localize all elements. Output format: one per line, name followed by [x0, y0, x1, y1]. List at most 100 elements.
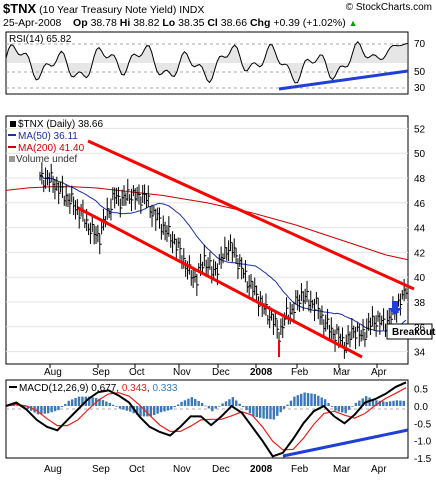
macd-hist-bar	[12, 404, 16, 406]
macd-hist-bar	[204, 405, 207, 407]
macd-tick-label: -1.5	[414, 454, 432, 465]
macd-hist-bar	[187, 398, 190, 406]
macd-hist-bar	[207, 406, 211, 409]
macd-hist-bar	[279, 406, 282, 413]
macd-hist-bar	[378, 400, 382, 406]
price-tick-label: 34	[414, 348, 426, 359]
rsi-tick-70: 70	[414, 39, 426, 50]
macd-hist-bar	[238, 403, 241, 406]
macd-hist-bar	[40, 406, 43, 414]
macd-histogram	[6, 392, 405, 420]
macd-x-axis: Aug Sep Oct Nov Dec 2008 Feb Mar Apr	[44, 464, 387, 475]
watermark: © StockCharts.com	[345, 2, 432, 13]
macd-hist-bar	[371, 398, 375, 406]
macd-hist-bar	[358, 400, 361, 406]
macd-hist-bar	[91, 397, 94, 406]
price-tick-label: 52	[414, 124, 426, 135]
macd-hist-bar	[262, 406, 265, 419]
macd-hist-bar	[166, 406, 170, 411]
breakout-label: Breakout	[392, 327, 436, 338]
macd-hist-bar	[197, 400, 200, 406]
exchange: INDX	[179, 4, 205, 16]
macd-hist-bar	[50, 406, 53, 413]
price-x-label: 2008	[250, 367, 273, 378]
macd-hist-bar	[276, 406, 279, 416]
macd-hist-bar	[173, 406, 176, 408]
macd-hist-bar	[118, 406, 122, 409]
ma200-line	[5, 186, 409, 261]
macd-hist-bar	[296, 395, 299, 406]
macd-hist-bar	[108, 402, 111, 406]
symbol: $TNX	[3, 1, 37, 16]
macd-x-label: 2008	[250, 464, 273, 475]
macd-hist-bar	[47, 406, 50, 414]
rsi-panel: RSI(14) 65.82 70 50 30	[5, 31, 426, 95]
macd-hist-bar	[77, 396, 81, 406]
price-tick-label: 36	[414, 323, 426, 334]
macd-hist-bar	[388, 401, 392, 406]
macd-hist-bar	[217, 406, 221, 407]
macd-hist-bar	[190, 397, 194, 406]
macd-hist-bar	[282, 406, 286, 409]
price-ticks: 52 50 48 46 44 42 40 38 36 34	[414, 124, 426, 358]
macd-hist-bar	[224, 401, 228, 406]
breakout-box	[386, 323, 433, 340]
macd-hist-bar	[399, 400, 402, 406]
macd-hist-bar	[180, 401, 183, 406]
macd-hist-bar	[98, 398, 101, 406]
macd-hist-bar	[354, 402, 358, 406]
legend-price: $TNX (Daily) 38.66	[18, 119, 103, 130]
macd-tick-label: 0.0	[414, 402, 428, 413]
quote-line: 25-Apr-2008 Op 38.78 Hi 38.82 Lo 38.35 C…	[3, 17, 358, 29]
macd-hist-bar	[64, 403, 67, 406]
macd-hist-bar	[293, 396, 296, 406]
close-value: 38.66	[220, 17, 248, 29]
macd-hist-bar	[214, 406, 217, 409]
macd-hist-bar	[221, 403, 224, 406]
macd-hist-bar	[194, 399, 197, 406]
price-x-label: Oct	[129, 367, 145, 378]
macd-x-label: Mar	[333, 464, 351, 475]
low-value: 38.35	[178, 17, 205, 29]
price-x-label: Apr	[371, 367, 387, 378]
macd-hist-bar	[241, 406, 245, 408]
channel-upper-line	[87, 139, 415, 291]
breakout-arrow-icon	[388, 301, 402, 315]
price-x-label: Feb	[291, 367, 309, 378]
macd-hist-bar	[323, 399, 327, 406]
macd-x-label: Dec	[212, 464, 230, 475]
macd-hist-bar	[57, 406, 60, 411]
macd-hist-bar	[286, 404, 289, 406]
macd-tick-label: -1.0	[414, 437, 432, 448]
macd-hist-bar	[269, 406, 272, 420]
macd-x-label: Sep	[92, 464, 110, 475]
macd-hist-bar	[258, 406, 262, 418]
macd-ticks: 0.5 0.0 -0.5 -1.0 -1.5	[414, 385, 432, 465]
price-bars	[39, 162, 408, 359]
rsi-tick-50: 50	[414, 67, 426, 78]
price-tick-label: 44	[414, 224, 426, 235]
macd-hist-bar	[163, 406, 166, 412]
price-tick-label: 38	[414, 298, 426, 309]
quote-date: 25-Apr-2008	[3, 17, 62, 29]
macd-hist-bar	[101, 400, 105, 406]
macd-hist-bar	[149, 406, 152, 417]
macd-tick-label: 0.5	[414, 385, 428, 396]
high-value: 38.82	[133, 17, 160, 29]
macd-hist-bar	[88, 396, 91, 406]
legend-price-swatch	[10, 121, 16, 127]
macd-hist-bar	[265, 406, 269, 419]
macd-hist-bar	[159, 406, 163, 413]
macd-hist-bar	[74, 398, 77, 406]
macd-hist-bar	[200, 402, 204, 406]
macd-hist-bar	[36, 406, 40, 415]
macd-hist-bar	[60, 406, 64, 408]
macd-hist-bar	[142, 406, 146, 417]
macd-hist-bar	[303, 392, 306, 406]
macd-hist-bar	[115, 406, 118, 407]
macd-hist-bar	[252, 406, 255, 417]
rsi-label: RSI(14) 65.82	[9, 34, 72, 45]
macd-hist-bar	[235, 400, 238, 406]
price-x-label: Nov	[173, 367, 191, 378]
macd-hist-bar	[53, 406, 57, 412]
